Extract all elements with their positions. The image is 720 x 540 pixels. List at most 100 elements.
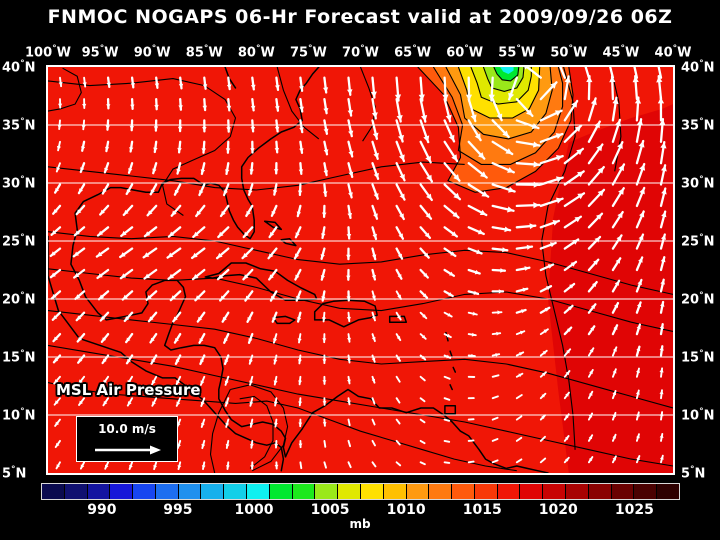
wind-arrow xyxy=(97,290,110,301)
wind-arrow xyxy=(298,397,303,407)
wind-arrow xyxy=(298,375,302,386)
wind-arrow xyxy=(221,311,230,323)
wind-arrow xyxy=(225,418,230,428)
wind-arrow xyxy=(371,375,376,384)
wind-arrow xyxy=(75,204,86,216)
wind-arrow xyxy=(200,418,206,428)
wind-arrow xyxy=(104,461,110,470)
wind-arrow xyxy=(250,119,256,133)
wind-arrow xyxy=(201,140,206,154)
wind-arrow xyxy=(611,234,623,250)
wind-arrow xyxy=(226,461,230,470)
colorbar-segment xyxy=(383,484,407,499)
wind-arrow xyxy=(491,331,502,336)
wind-arrow xyxy=(371,140,379,160)
wind-arrow xyxy=(539,197,564,208)
wind-arrow xyxy=(81,119,86,131)
wind-arrow xyxy=(371,290,376,301)
wind-arrow xyxy=(106,97,111,110)
wind-arrow xyxy=(122,204,134,217)
wind-arrow xyxy=(173,332,182,344)
colorbar-segment xyxy=(452,484,475,499)
colorbar-segment xyxy=(657,484,679,499)
coastline xyxy=(449,350,453,358)
wind-arrow xyxy=(143,226,158,238)
wind-arrow xyxy=(491,247,509,253)
wind-arrow xyxy=(323,162,329,177)
wind-arrow xyxy=(125,183,134,196)
pressure-band xyxy=(500,67,514,74)
contour-line xyxy=(470,67,532,105)
wind-arrow xyxy=(419,226,432,240)
wind-arrow xyxy=(465,76,473,102)
wind-arrow xyxy=(244,290,254,302)
wind-arrow xyxy=(177,140,182,154)
contour-line xyxy=(432,67,564,165)
coastline xyxy=(48,235,285,472)
wind-arrow xyxy=(419,162,434,183)
y-axis-tick-label: 5°N xyxy=(2,465,27,482)
wind-arrow xyxy=(347,439,352,448)
wind-arrow xyxy=(539,132,564,143)
wind-arrow xyxy=(100,332,110,343)
wind-arrow xyxy=(371,247,377,261)
y-axis-tick-label: 5°N xyxy=(681,465,706,482)
wind-arrow xyxy=(50,226,62,236)
wind-arrow xyxy=(491,438,499,442)
wind-arrow xyxy=(274,140,280,154)
wind-arrow xyxy=(587,390,594,400)
wind-arrow xyxy=(419,183,433,202)
pressure-band xyxy=(48,68,82,112)
wind-arrow xyxy=(467,332,477,337)
wind-arrow xyxy=(659,367,664,378)
x-axis-tick-label: 65°W xyxy=(394,44,432,61)
wind-arrow xyxy=(201,439,206,450)
y-axis-tick-label: 10°N xyxy=(681,407,715,424)
wind-arrow xyxy=(78,397,86,406)
wind-arrow xyxy=(347,204,353,220)
wind-arrow xyxy=(419,204,433,220)
colorbar[interactable] xyxy=(41,483,680,500)
wind-arrow xyxy=(539,435,546,442)
wind-arrow xyxy=(194,290,206,302)
wind-arrow xyxy=(192,226,206,239)
wind-arrow xyxy=(467,226,485,236)
wind-arrow xyxy=(76,332,86,343)
coastline xyxy=(452,366,457,373)
wind-arrow xyxy=(395,183,406,201)
x-axis-tick-label: 40°W xyxy=(654,44,692,61)
wind-arrow xyxy=(153,461,158,471)
colorbar-segment xyxy=(497,484,521,499)
wind-arrow xyxy=(508,76,518,101)
wind-arrow xyxy=(347,119,354,138)
wind-arrow xyxy=(225,162,230,176)
wind-arrow xyxy=(515,436,523,442)
wind-arrow xyxy=(81,140,86,152)
wind-arrow xyxy=(611,411,617,421)
wind-arrow xyxy=(467,204,488,217)
coastline xyxy=(272,315,296,325)
wind-arrow xyxy=(559,67,566,79)
wind-arrow xyxy=(635,301,642,314)
wind-arrow xyxy=(320,247,326,260)
wind-arrow xyxy=(346,311,351,323)
wind-arrow xyxy=(202,119,207,133)
wind-arrow xyxy=(272,333,278,344)
wind-arrow xyxy=(322,354,327,365)
colorbar-tick-label: 1015 xyxy=(462,502,502,518)
wind-arrow xyxy=(223,332,230,344)
wind-arrow xyxy=(95,247,110,258)
wind-arrow xyxy=(52,354,62,364)
x-axis-tick-label: 50°W xyxy=(550,44,588,61)
wind-arrow xyxy=(584,67,591,79)
coastline xyxy=(444,404,457,415)
wind-arrow xyxy=(147,311,158,323)
wind-arrow xyxy=(491,119,510,139)
map-plot-area[interactable] xyxy=(46,65,675,475)
wind-arrow xyxy=(77,183,86,195)
wind-arrow xyxy=(659,323,665,336)
wind-arrow xyxy=(176,162,182,175)
wind-arrow xyxy=(295,290,302,302)
pressure-field-svg xyxy=(48,67,673,473)
wind-arrow xyxy=(242,268,254,281)
